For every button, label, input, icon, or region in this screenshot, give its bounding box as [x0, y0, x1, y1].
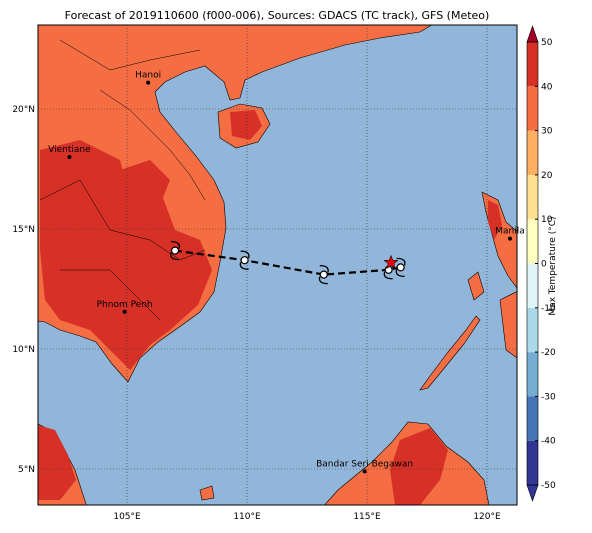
colorbar-band: [527, 396, 538, 441]
colorbar-tick-label: 20: [541, 171, 553, 181]
track-point: [396, 263, 405, 272]
city-marker: [508, 236, 513, 241]
lon-tick-label: 110°E: [233, 512, 261, 522]
map-title: Forecast of 2019110600 (f000-006), Sourc…: [65, 9, 490, 22]
map-frame: [37, 24, 518, 506]
lon-tick-label: 105°E: [113, 512, 141, 522]
cyclone-symbol: [239, 250, 250, 270]
city-marker: [146, 80, 151, 85]
city-label: Manila: [495, 227, 525, 237]
colorbar-band: [527, 130, 538, 175]
lat-tick-label: 20°N: [12, 105, 35, 115]
track-line: [174, 249, 401, 276]
city-label: Phnom Penh: [97, 300, 153, 310]
cyclone-symbol: [170, 240, 180, 261]
city-label: Vientiane: [48, 145, 91, 155]
colorbar-tick-label: -20: [541, 348, 556, 358]
colorbar-label: Max Temperature (°C): [548, 216, 558, 315]
colorbar-band: [527, 307, 538, 353]
colorbar-tick-label: -50: [541, 481, 556, 491]
colorbar-tick-label: 30: [541, 127, 553, 137]
colorbar-extend-high: [526, 25, 539, 43]
lat-tick-label: 15°N: [12, 225, 35, 235]
city-marker: [362, 469, 367, 474]
track-point: [240, 256, 249, 265]
lon-tick-label: 115°E: [353, 512, 381, 522]
colorbar-tick-label: 40: [541, 82, 553, 92]
colorbar-band: [527, 42, 538, 87]
lon-tick-label: 120°E: [473, 512, 501, 522]
city-label: Hanoi: [135, 71, 161, 81]
colorbar-band: [527, 440, 538, 485]
colorbar-tick-label: -30: [541, 392, 556, 402]
land: [38, 25, 517, 505]
cyclone-symbol: [318, 264, 329, 285]
colorbar-band: [527, 86, 538, 131]
colorbar-tick-label: -10: [541, 304, 556, 314]
colorbar-tick-label: 0: [541, 260, 547, 270]
city-marker: [67, 155, 72, 159]
colorbar-band: [527, 352, 538, 397]
track-point: [170, 246, 180, 255]
colorbar-band: [527, 219, 538, 264]
colorbar-tick-label: 50: [541, 38, 553, 48]
colorbar-extend-low: [526, 484, 539, 502]
cyclone-symbol: [395, 257, 406, 278]
track-point: [319, 270, 328, 279]
lat-tick-label: 5°N: [18, 465, 35, 475]
colorbar-tick-label: -40: [541, 437, 556, 447]
colorbar-band: [527, 174, 538, 220]
lat-tick-label: 10°N: [12, 345, 35, 355]
city-label: Bandar Seri Begawan: [316, 459, 413, 469]
colorbar-tick-label: 10: [541, 215, 553, 225]
storm-position: [383, 254, 399, 269]
colorbar-band: [527, 263, 538, 308]
city-marker: [122, 309, 127, 314]
